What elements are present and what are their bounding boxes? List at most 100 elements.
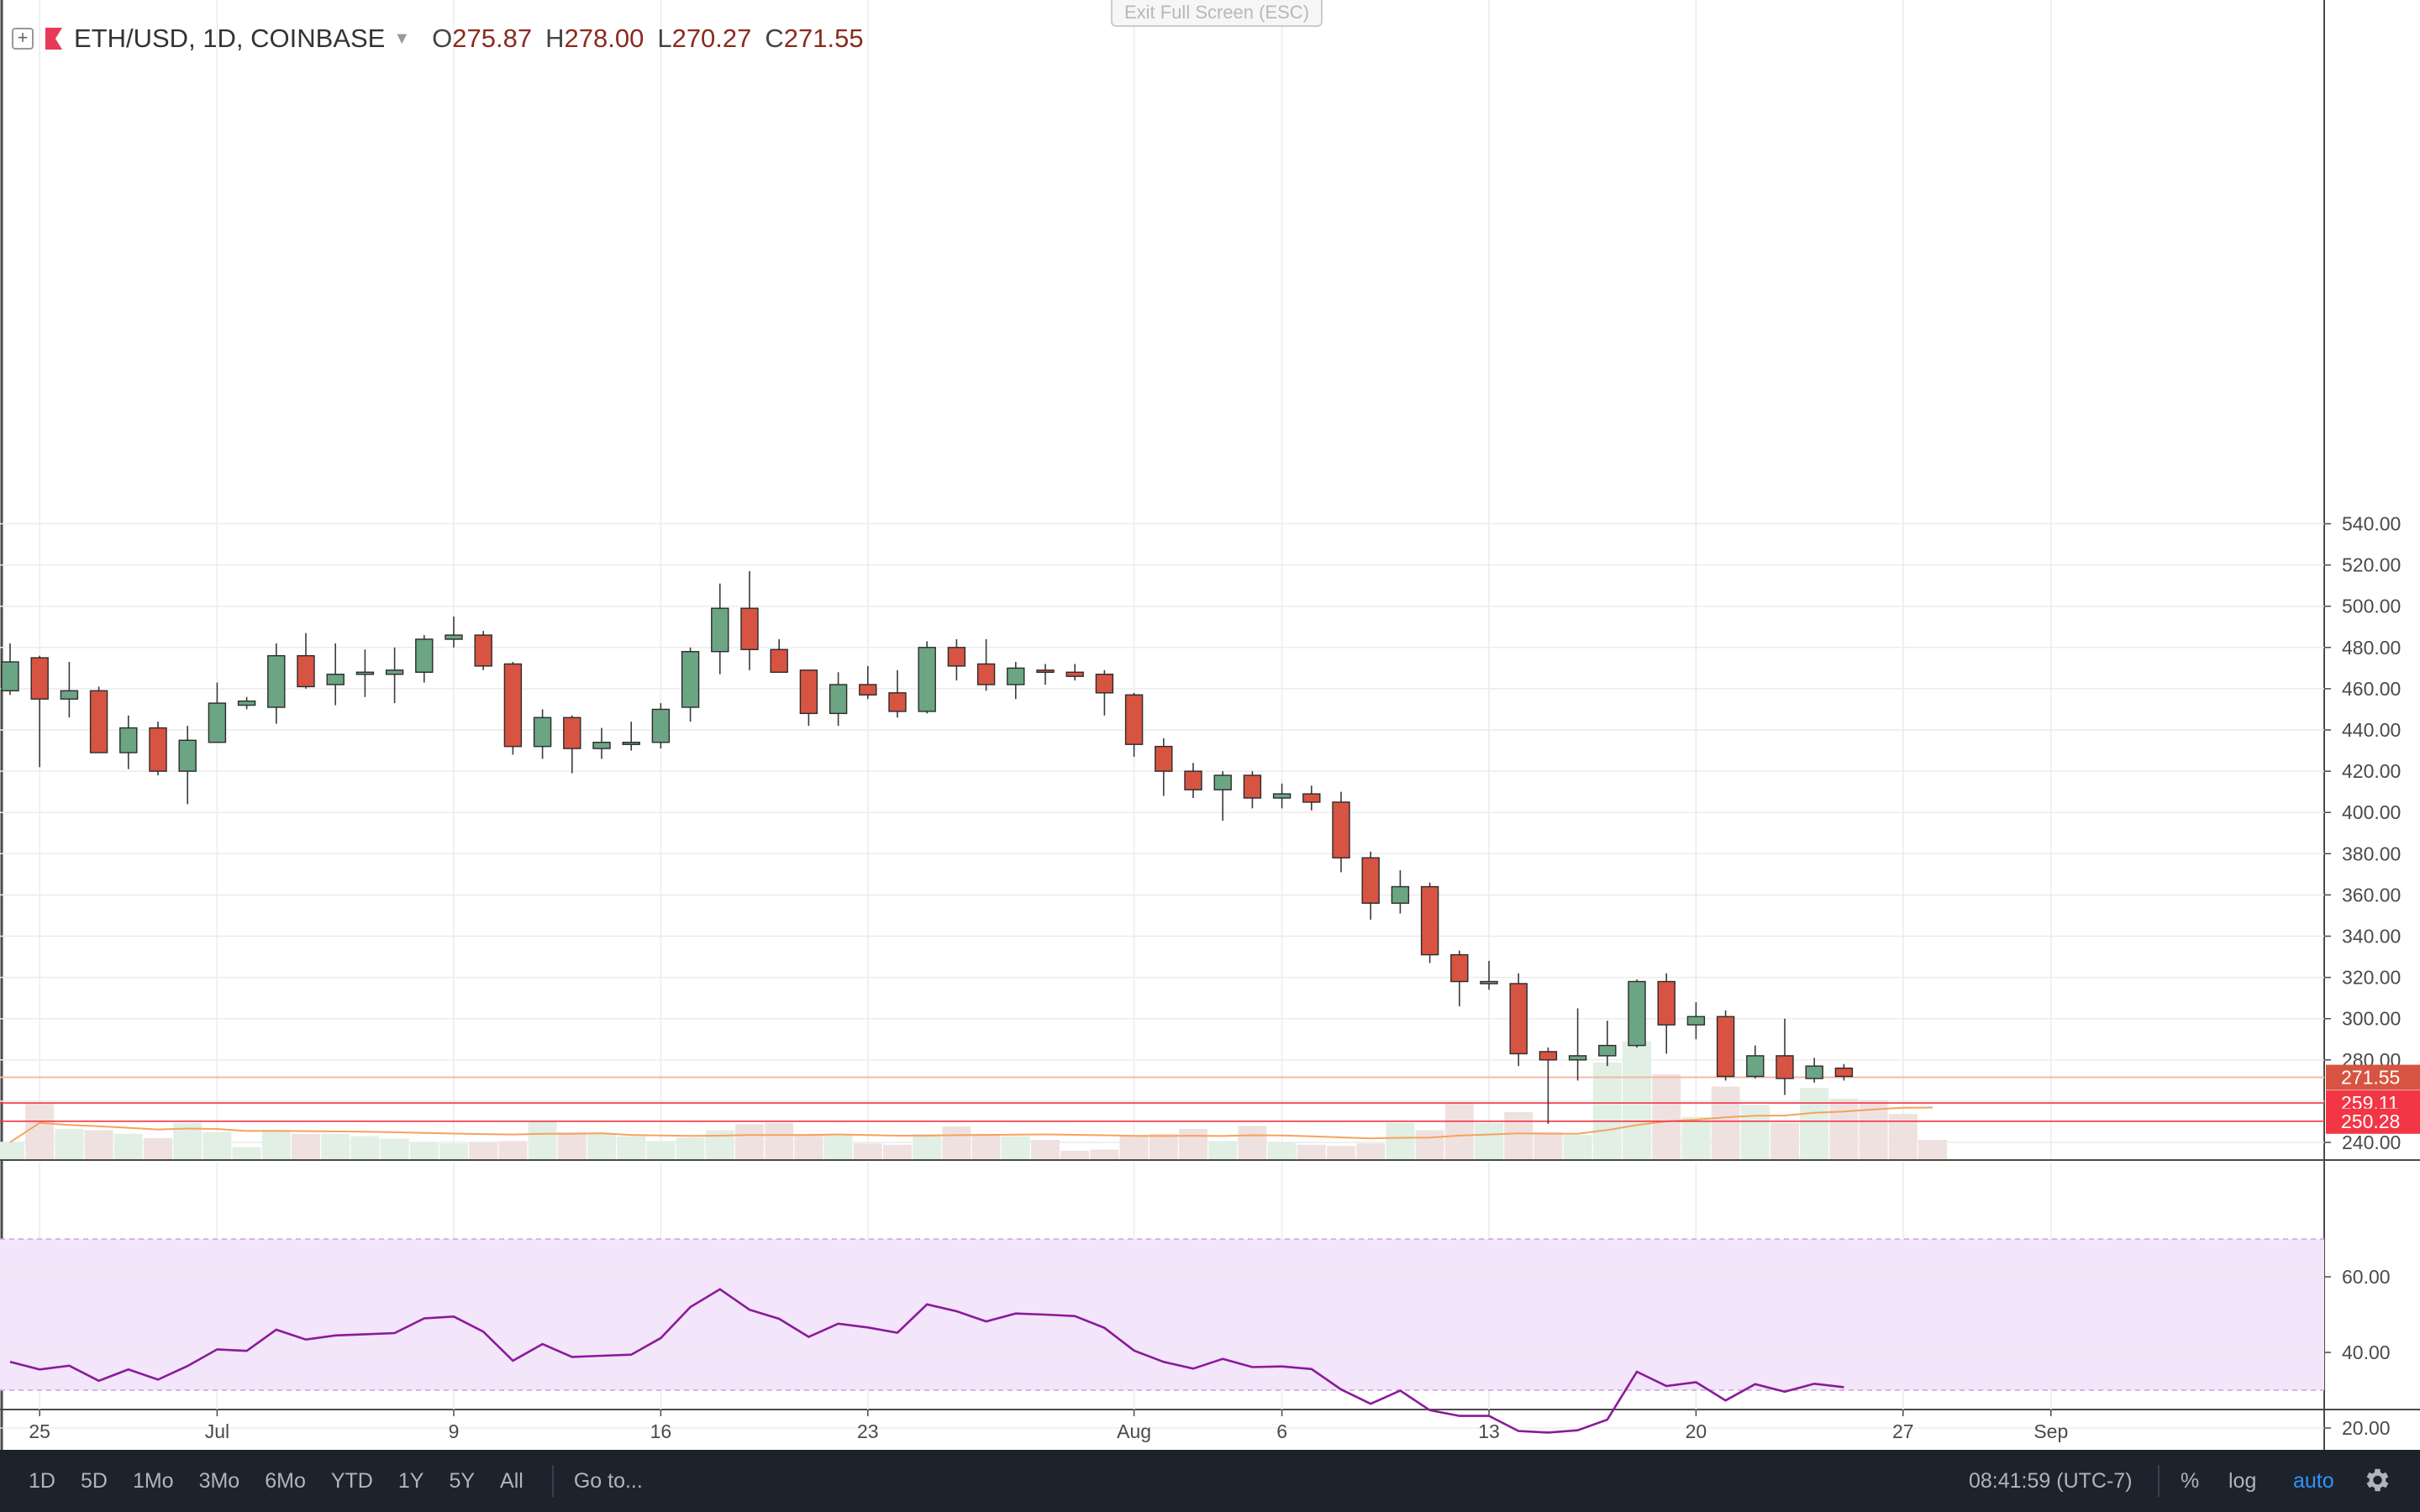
candle <box>1628 979 1646 1048</box>
high-label: H <box>545 24 565 53</box>
close-label: C <box>765 24 784 53</box>
candle-body <box>1095 674 1114 694</box>
volume-bar <box>1119 1135 1149 1159</box>
candle <box>1124 692 1144 757</box>
volume-bar <box>469 1142 498 1159</box>
price-chart[interactable]: 540.00 520.00 500.00 480.00 460.00 440.00 420.… <box>0 0 2420 1450</box>
volume-bar <box>765 1122 794 1159</box>
candle <box>1509 973 1528 1067</box>
candle <box>1361 851 1380 920</box>
range-1y-button[interactable]: 1Y <box>397 1468 424 1493</box>
volume-bars <box>0 1041 1947 1159</box>
candle <box>1095 669 1114 716</box>
candle <box>1 643 19 696</box>
candle-body <box>711 607 729 653</box>
chart-grid <box>0 0 2420 1450</box>
volume-bar <box>705 1130 734 1159</box>
range-5d-button[interactable]: 5D <box>80 1468 108 1493</box>
expand-icon[interactable]: + <box>12 28 34 50</box>
volume-bar <box>1327 1146 1355 1159</box>
volume-bar <box>1208 1141 1238 1159</box>
auto-scale-toggle[interactable]: auto <box>2293 1469 2334 1493</box>
goto-date-button[interactable]: Go to... <box>573 1468 643 1493</box>
range-3mo-button[interactable]: 3Mo <box>198 1468 240 1493</box>
candle <box>297 633 315 689</box>
range-5y-button[interactable]: 5Y <box>449 1468 476 1493</box>
range-6mo-button[interactable]: 6Mo <box>265 1468 306 1493</box>
rsi-tick-label: 20.00 <box>2342 1417 2391 1439</box>
candle <box>1302 785 1321 811</box>
rsi-line <box>9 1288 1844 1434</box>
volume-bar <box>1475 1122 1503 1159</box>
exit-fullscreen-button[interactable]: Exit Full Screen (ESC) <box>1111 0 1323 27</box>
candle-body <box>267 654 286 708</box>
price-tick-label: 520.00 <box>2342 554 2401 576</box>
gear-icon[interactable] <box>2361 1465 2391 1495</box>
candle <box>1834 1063 1854 1081</box>
candle-body <box>1243 774 1262 799</box>
percent-scale-toggle[interactable]: % <box>2181 1469 2200 1493</box>
time-tick-label: Aug <box>1117 1420 1151 1442</box>
volume-bar <box>409 1142 439 1159</box>
range-all-button[interactable]: All <box>500 1468 523 1493</box>
candle-body <box>681 651 700 708</box>
volume-bar <box>617 1136 646 1159</box>
price-marker-label: 250.28 <box>2341 1110 2400 1132</box>
volume-bar <box>1918 1139 1947 1159</box>
range-1mo-button[interactable]: 1Mo <box>132 1468 174 1493</box>
volume-bar <box>1770 1122 1799 1159</box>
clock-display[interactable]: 08:41:59 (UTC-7) <box>1969 1469 2133 1493</box>
candle-body <box>1332 801 1350 858</box>
volume-bar <box>1444 1102 1474 1159</box>
candle <box>60 661 79 718</box>
candle-body <box>1776 1055 1794 1079</box>
volume-bar <box>380 1138 409 1159</box>
price-marker: 271.55 <box>2326 1064 2420 1090</box>
price-tick-label: 360.00 <box>2342 884 2401 906</box>
chevron-down-icon[interactable]: ▼ <box>393 29 411 48</box>
volume-bar <box>1090 1149 1119 1159</box>
volume-bar <box>321 1133 350 1159</box>
candle <box>681 647 700 722</box>
symbol-legend: + ETH/USD, 1D, COINBASE ▼ O275.87 H278.0… <box>12 18 877 59</box>
candle <box>947 638 966 681</box>
candle-body <box>947 647 966 667</box>
candle-body <box>1834 1067 1854 1078</box>
time-tick-label: Sep <box>2033 1420 2068 1442</box>
time-tick-label: 25 <box>29 1420 50 1442</box>
volume-bar <box>1563 1135 1592 1159</box>
candle-body <box>563 717 581 749</box>
price-marker-box <box>2326 1108 2420 1134</box>
candle <box>89 686 108 753</box>
volume-bar <box>1060 1150 1090 1159</box>
candle-body <box>592 742 611 749</box>
candle <box>237 696 256 710</box>
volume-bar <box>1800 1088 1829 1159</box>
candle-body <box>208 702 227 743</box>
volume-bar <box>1740 1105 1770 1159</box>
volume-bar <box>823 1133 853 1159</box>
time-tick-label: 20 <box>1686 1420 1707 1442</box>
price-tick-label: 440.00 <box>2342 719 2401 741</box>
time-tick-label: Jul <box>205 1420 229 1442</box>
candle <box>740 570 759 670</box>
flag-icon[interactable] <box>45 28 62 50</box>
price-tick-label: 460.00 <box>2342 678 2401 700</box>
main-pane-bg <box>0 0 2324 1159</box>
volume-bar <box>1415 1130 1444 1159</box>
range-1d-button[interactable]: 1D <box>29 1468 55 1493</box>
symbol-label[interactable]: ETH/USD, 1D, COINBASE <box>74 24 386 53</box>
close-value-text: 271.55 <box>783 24 864 53</box>
candle-body <box>799 669 818 715</box>
log-scale-toggle[interactable]: log <box>2228 1469 2257 1493</box>
candle <box>1272 783 1292 809</box>
price-tick-label: 380.00 <box>2342 843 2401 864</box>
candle-body <box>1450 953 1469 983</box>
volume-bar <box>292 1133 320 1159</box>
range-ytd-button[interactable]: YTD <box>330 1468 373 1493</box>
volume-bar <box>498 1141 528 1159</box>
candle <box>355 649 375 697</box>
candle <box>208 682 227 743</box>
candle-body <box>415 638 434 673</box>
candle-body <box>740 607 759 650</box>
